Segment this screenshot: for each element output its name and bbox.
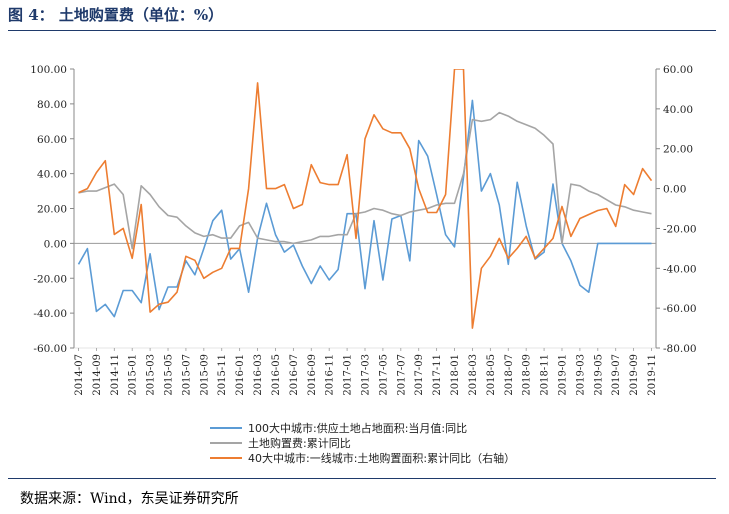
- legend-label-2: 土地购置费:累计同比: [248, 436, 351, 450]
- x-tick-label: 2017-07: [396, 354, 407, 396]
- x-tick-label: 2016-07: [289, 354, 300, 396]
- x-tick-label: 2017-05: [378, 354, 389, 396]
- series-line-1: [77, 99, 652, 318]
- right-tick-label: -60.00: [663, 303, 697, 315]
- left-tick-label: 0.00: [44, 238, 67, 250]
- x-tick-label: 2018-11: [540, 354, 551, 396]
- x-tick-label: 2019-09: [629, 354, 640, 396]
- source-rule: [8, 478, 716, 479]
- x-tick-label: 2016-05: [271, 354, 282, 396]
- x-tick-label: 2016-11: [325, 354, 336, 396]
- legend: 100大中城市:供应土地占地面积:当月值:同比土地购置费:累计同比40大中城市:…: [210, 421, 515, 465]
- x-tick-label: 2016-03: [253, 354, 264, 396]
- x-tick-label: 2018-07: [504, 354, 515, 396]
- x-tick-label: 2017-03: [361, 354, 372, 396]
- left-tick-label: -40.00: [33, 308, 67, 320]
- series-line-2: [78, 111, 652, 250]
- x-tick-label: 2015-07: [181, 354, 192, 396]
- left-tick-label: -20.00: [33, 273, 67, 285]
- x-tick-label: 2015-05: [164, 354, 175, 396]
- x-tick-label: 2019-03: [575, 354, 586, 396]
- x-axis: 2014-07 2014-09 2014-11 2015-01 2015-03 2015-…: [74, 242, 658, 396]
- right-tick-label: 40.00: [663, 104, 693, 116]
- x-tick-label: 2015-09: [199, 354, 210, 396]
- source-note: 数据来源：Wind，东吴证券研究所: [20, 491, 239, 507]
- x-tick-label: 2019-07: [611, 354, 622, 396]
- left-tick-label: 20.00: [37, 204, 67, 216]
- x-tick-label: 2019-05: [593, 354, 604, 396]
- x-tick-label: 2015-03: [146, 354, 157, 396]
- left-tick-label: 80.00: [37, 99, 67, 111]
- x-tick-label: 2014-07: [74, 354, 85, 396]
- left-tick-label: -60.00: [33, 343, 67, 355]
- x-tick-label: 2014-09: [92, 354, 103, 396]
- x-tick-label: 2018-03: [468, 354, 479, 396]
- left-axis: 100.00 80.00 60.00 40.00 20.00 0.00 -20.00 -40.…: [30, 64, 75, 355]
- x-tick-label: 2018-01: [450, 354, 461, 396]
- right-tick-label: -40.00: [663, 263, 697, 275]
- left-tick-label: 100.00: [30, 64, 67, 76]
- x-tick-label: 2017-11: [432, 354, 443, 396]
- x-tick-label: 2016-09: [307, 354, 318, 396]
- x-tick-label: 2018-09: [522, 354, 533, 396]
- x-tick-label: 2019-11: [647, 354, 658, 396]
- legend-label-1: 100大中城市:供应土地占地面积:当月值:同比: [248, 421, 467, 435]
- series-line-3: [78, 69, 653, 329]
- right-tick-label: 60.00: [663, 64, 693, 76]
- left-tick-label: 60.00: [37, 134, 67, 146]
- left-tick-label: 40.00: [37, 169, 67, 181]
- x-tick-label: 2017-09: [414, 354, 425, 396]
- x-tick-label: 2014-11: [110, 354, 121, 396]
- x-tick-label: 2019-01: [557, 354, 568, 396]
- right-tick-label: -80.00: [663, 343, 697, 355]
- title-rule: [8, 30, 716, 31]
- x-tick-label: 2018-05: [486, 354, 497, 396]
- x-tick-label: 2016-01: [235, 354, 246, 396]
- right-tick-label: 0.00: [663, 184, 686, 196]
- figure-title: 图 4： 土地购置费（单位：%）: [8, 6, 224, 24]
- legend-label-3: 40大中城市:一线城市:土地购置面积:累计同比（右轴）: [248, 451, 515, 465]
- x-tick-label: 2017-01: [343, 354, 354, 396]
- right-tick-label: 20.00: [663, 144, 693, 156]
- right-axis: 60.00 40.00 20.00 0.00 -20.00 -40.00 -60.00 -80…: [655, 64, 697, 355]
- series-layer: [77, 69, 653, 329]
- right-tick-label: -20.00: [663, 223, 697, 235]
- x-tick-label: 2015-01: [128, 354, 139, 396]
- x-tick-label: 2015-11: [217, 354, 228, 396]
- line-chart: 100.00 80.00 60.00 40.00 20.00 0.00 -20.00 -40.…: [30, 64, 697, 465]
